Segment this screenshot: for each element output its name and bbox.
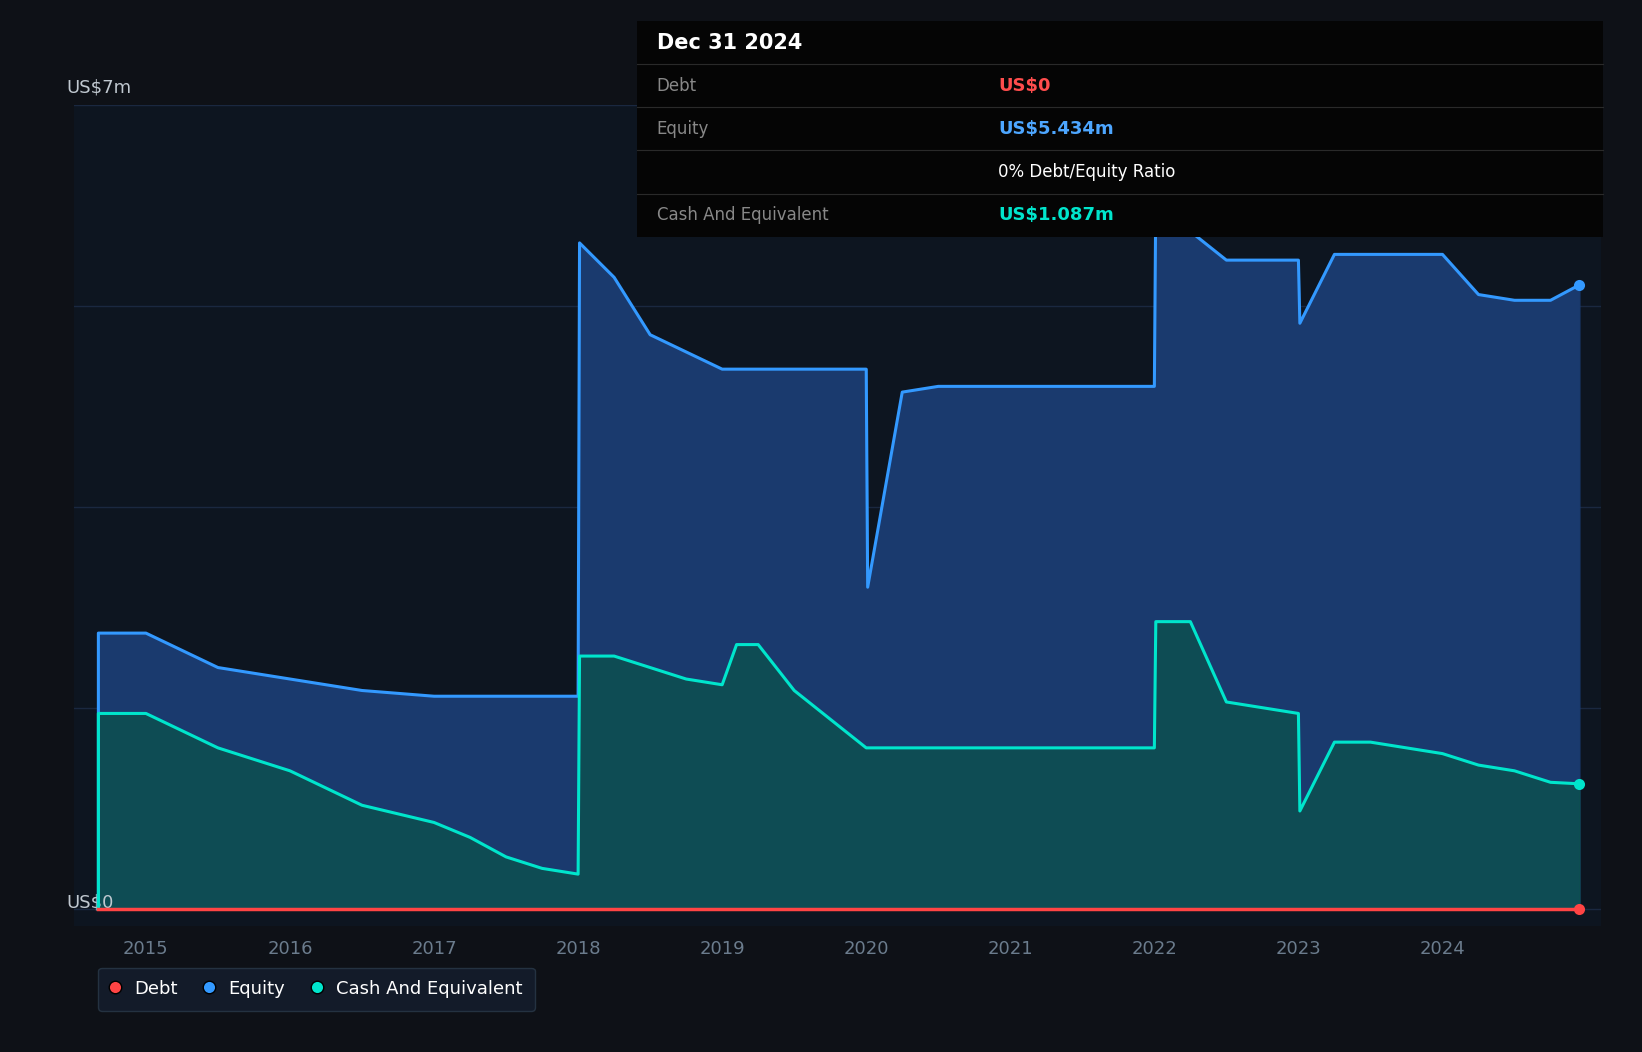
Legend: Debt, Equity, Cash And Equivalent: Debt, Equity, Cash And Equivalent bbox=[99, 968, 535, 1011]
Text: US$0: US$0 bbox=[66, 894, 113, 912]
Text: US$7m: US$7m bbox=[66, 79, 131, 97]
Text: Debt: Debt bbox=[657, 77, 696, 95]
Text: US$1.087m: US$1.087m bbox=[998, 206, 1113, 224]
Text: Cash And Equivalent: Cash And Equivalent bbox=[657, 206, 829, 224]
Text: Dec 31 2024: Dec 31 2024 bbox=[657, 33, 803, 53]
Text: Equity: Equity bbox=[657, 120, 709, 138]
Text: 0% Debt/Equity Ratio: 0% Debt/Equity Ratio bbox=[998, 163, 1176, 181]
Text: US$5.434m: US$5.434m bbox=[998, 120, 1113, 138]
Text: US$0: US$0 bbox=[998, 77, 1051, 95]
